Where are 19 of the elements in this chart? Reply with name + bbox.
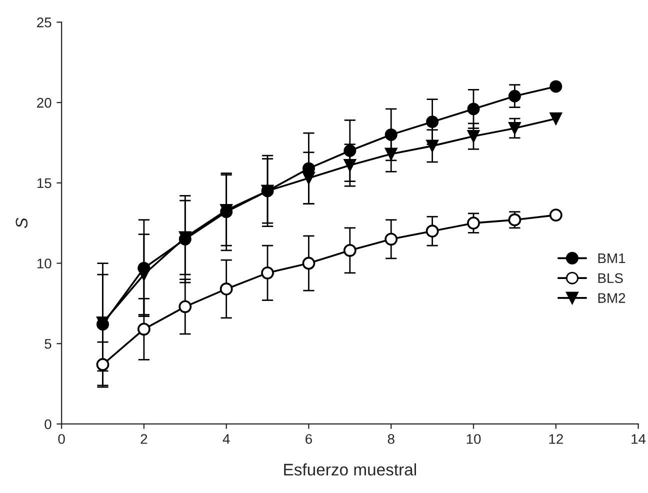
- x-tick-label: 4: [222, 434, 230, 444]
- y-tick-label: 25: [37, 18, 52, 28]
- x-tick-label: 10: [466, 434, 481, 444]
- x-tick-label: 12: [549, 434, 563, 444]
- legend-label: BM2: [598, 293, 626, 303]
- x-tick-label: 6: [306, 434, 312, 444]
- y-tick-label: 5: [44, 339, 52, 349]
- x-tick-label: 14: [632, 434, 646, 444]
- y-tick-label: 0: [44, 419, 52, 430]
- y-axis-title: S: [16, 218, 28, 228]
- legend-label: BM1: [598, 253, 626, 264]
- y-tick-label: 10: [37, 258, 52, 268]
- x-tick-label: 2: [140, 434, 148, 444]
- y-tick-label: 20: [37, 98, 52, 108]
- x-tick-label: 8: [388, 434, 394, 444]
- legend-label: BLS: [598, 273, 623, 284]
- x-axis-title: Esfuerzo muestral: [284, 463, 416, 476]
- y-tick-label: 15: [37, 178, 52, 188]
- x-tick-label: 0: [58, 434, 65, 444]
